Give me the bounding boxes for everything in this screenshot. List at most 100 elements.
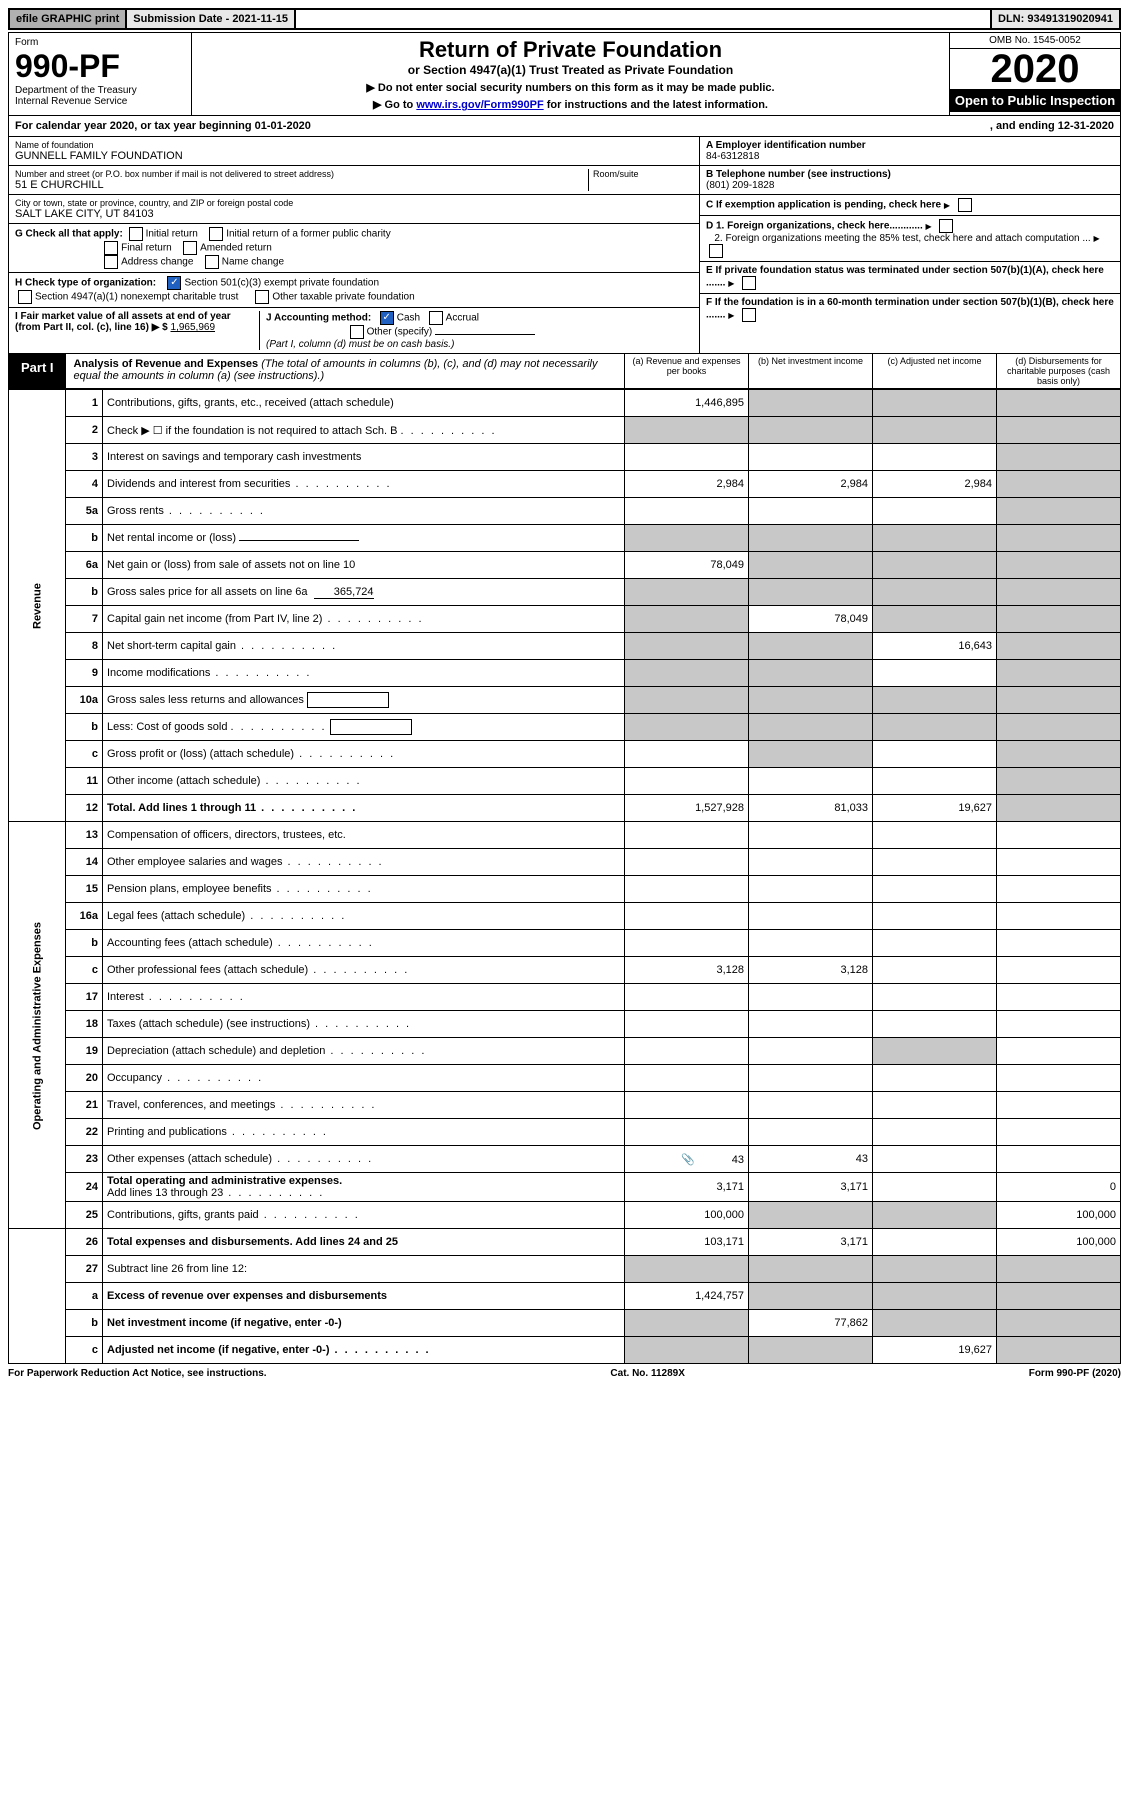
part1-title: Analysis of Revenue and Expenses [74, 358, 259, 370]
col-d-head: (d) Disbursements for charitable purpose… [996, 354, 1120, 388]
table-row: bAccounting fees (attach schedule) [9, 930, 1121, 957]
addr-label: Number and street (or P.O. box number if… [15, 169, 588, 179]
cash-checkbox[interactable] [380, 311, 394, 325]
table-row: 22Printing and publications [9, 1119, 1121, 1146]
dln: DLN: 93491319020941 [992, 10, 1119, 28]
table-row: 9 Income modifications [9, 660, 1121, 687]
table-row: 5a Gross rents [9, 498, 1121, 525]
attachment-icon[interactable]: 📎 [681, 1154, 695, 1166]
4947a1-checkbox[interactable] [18, 290, 32, 304]
part1-header: Part I Analysis of Revenue and Expenses … [8, 354, 1121, 389]
section-j-label: J Accounting method: [266, 313, 371, 324]
irs-label: Internal Revenue Service [15, 96, 185, 107]
table-row: 8 Net short-term capital gain 16,643 [9, 633, 1121, 660]
fmv-value: 1,965,969 [171, 322, 216, 333]
col-a-head: (a) Revenue and expenses per books [624, 354, 748, 388]
entity-info: Name of foundation GUNNELL FAMILY FOUNDA… [8, 137, 1121, 354]
table-row: cOther professional fees (attach schedul… [9, 957, 1121, 984]
table-row: 21Travel, conferences, and meetings [9, 1092, 1121, 1119]
table-row: 24 Total operating and administrative ex… [9, 1173, 1121, 1202]
calendar-year-row: For calendar year 2020, or tax year begi… [8, 116, 1121, 137]
phone-value: (801) 209-1828 [706, 180, 774, 191]
initial-former-checkbox[interactable] [209, 227, 223, 241]
table-row: 2 Check ▶ ☐ if the foundation is not req… [9, 417, 1121, 444]
section-g: G Check all that apply: Initial return I… [9, 224, 699, 273]
room-label: Room/suite [593, 169, 693, 179]
page-footer: For Paperwork Reduction Act Notice, see … [8, 1368, 1121, 1379]
table-row: b Less: Cost of goods sold [9, 714, 1121, 741]
table-row: b Net rental income or (loss) [9, 525, 1121, 552]
table-row: 26Total expenses and disbursements. Add … [9, 1229, 1121, 1256]
f-checkbox[interactable] [742, 308, 756, 322]
table-row: 11 Other income (attach schedule) [9, 768, 1121, 795]
form-label: Form [15, 37, 185, 48]
name-label: Name of foundation [15, 140, 693, 150]
form-subtitle: or Section 4947(a)(1) Trust Treated as P… [202, 63, 939, 77]
form-number: 990-PF [15, 48, 185, 85]
section-h: H Check type of organization: Section 50… [9, 273, 699, 308]
501c3-checkbox[interactable] [167, 276, 181, 290]
table-row: cAdjusted net income (if negative, enter… [9, 1337, 1121, 1364]
table-row: 19Depreciation (attach schedule) and dep… [9, 1038, 1121, 1065]
table-row: 25Contributions, gifts, grants paid 100,… [9, 1202, 1121, 1229]
other-method-checkbox[interactable] [350, 325, 364, 339]
table-row: c Gross profit or (loss) (attach schedul… [9, 741, 1121, 768]
irs-link[interactable]: www.irs.gov/Form990PF [416, 99, 543, 111]
name-change-checkbox[interactable] [205, 255, 219, 269]
table-row: 14Other employee salaries and wages [9, 849, 1121, 876]
address-change-checkbox[interactable] [104, 255, 118, 269]
cat-no: Cat. No. 11289X [610, 1368, 684, 1379]
table-row: 10a Gross sales less returns and allowan… [9, 687, 1121, 714]
table-row: 12 Total. Add lines 1 through 11 1,527,9… [9, 795, 1121, 822]
d2-checkbox[interactable] [709, 244, 723, 258]
form-ref: Form 990-PF (2020) [1029, 1368, 1121, 1379]
line6b-inline: 365,724 [314, 586, 374, 599]
col-b-head: (b) Net investment income [748, 354, 872, 388]
table-row: aExcess of revenue over expenses and dis… [9, 1283, 1121, 1310]
table-row: 7 Capital gain net income (from Part IV,… [9, 606, 1121, 633]
initial-return-checkbox[interactable] [129, 227, 143, 241]
revenue-side-label: Revenue [9, 390, 66, 822]
section-e: E If private foundation status was termi… [700, 262, 1120, 294]
table-row: bNet investment income (if negative, ent… [9, 1310, 1121, 1337]
city-state-zip: SALT LAKE CITY, UT 84103 [15, 208, 693, 220]
table-row: 3 Interest on savings and temporary cash… [9, 444, 1121, 471]
table-row: 15Pension plans, employee benefits [9, 876, 1121, 903]
submission-date: Submission Date - 2021-11-15 [127, 10, 296, 28]
analysis-table: Revenue 1 Contributions, gifts, grants, … [8, 389, 1121, 1364]
c-checkbox[interactable] [958, 198, 972, 212]
efile-label[interactable]: efile GRAPHIC print [10, 10, 127, 28]
section-f: F If the foundation is in a 60-month ter… [700, 294, 1120, 325]
table-row: Revenue 1 Contributions, gifts, grants, … [9, 390, 1121, 417]
foundation-name: GUNNELL FAMILY FOUNDATION [15, 150, 693, 162]
table-row: b Gross sales price for all assets on li… [9, 579, 1121, 606]
city-label: City or town, state or province, country… [15, 198, 693, 208]
tax-year: 2020 [950, 49, 1120, 89]
table-row: Operating and Administrative Expenses 13… [9, 822, 1121, 849]
ein-label: A Employer identification number [706, 140, 866, 151]
table-row: 6a Net gain or (loss) from sale of asset… [9, 552, 1121, 579]
amended-return-checkbox[interactable] [183, 241, 197, 255]
dept-treasury: Department of the Treasury [15, 85, 185, 96]
form-header: Form 990-PF Department of the Treasury I… [8, 32, 1121, 116]
instr-link: ▶ Go to www.irs.gov/Form990PF for instru… [202, 98, 939, 111]
other-taxable-checkbox[interactable] [255, 290, 269, 304]
street-address: 51 E CHURCHILL [15, 179, 588, 191]
part1-label: Part I [9, 354, 66, 388]
d1-checkbox[interactable] [939, 219, 953, 233]
table-row: 4 Dividends and interest from securities… [9, 471, 1121, 498]
e-checkbox[interactable] [742, 276, 756, 290]
section-d: D 1. Foreign organizations, check here..… [700, 216, 1120, 262]
accrual-checkbox[interactable] [429, 311, 443, 325]
ein-value: 84-6312818 [706, 151, 759, 162]
open-to-public: Open to Public Inspection [950, 89, 1120, 112]
expenses-side-label: Operating and Administrative Expenses [9, 822, 66, 1229]
table-row: 16aLegal fees (attach schedule) [9, 903, 1121, 930]
col-c-head: (c) Adjusted net income [872, 354, 996, 388]
table-row: 20Occupancy [9, 1065, 1121, 1092]
final-return-checkbox[interactable] [104, 241, 118, 255]
top-bar: efile GRAPHIC print Submission Date - 20… [8, 8, 1121, 30]
j-note: (Part I, column (d) must be on cash basi… [266, 339, 454, 350]
table-row: 17Interest [9, 984, 1121, 1011]
table-row: 23Other expenses (attach schedule) 📎 43 … [9, 1146, 1121, 1173]
